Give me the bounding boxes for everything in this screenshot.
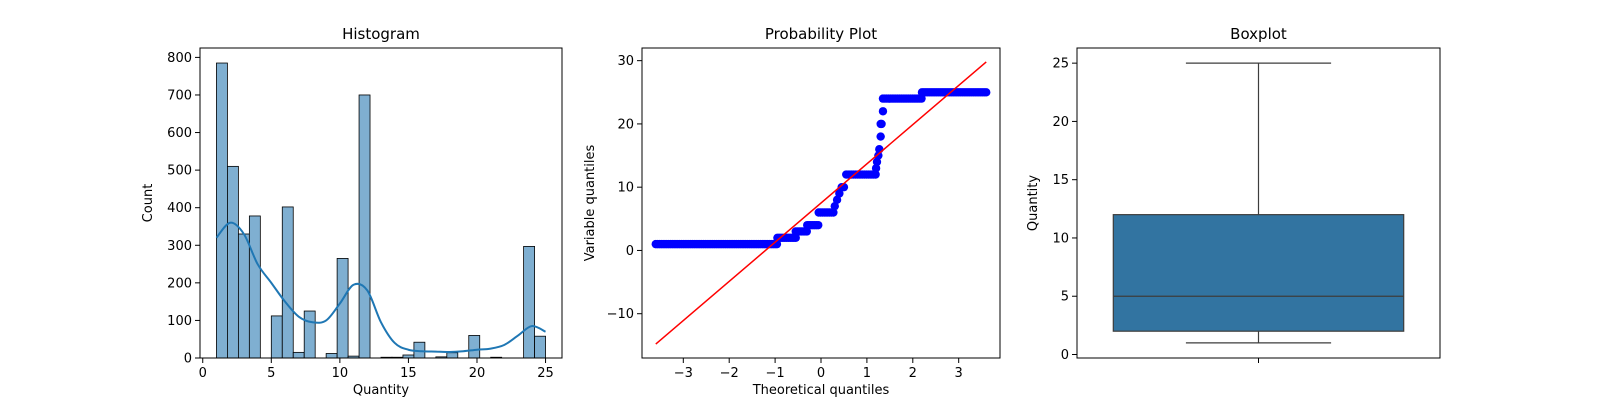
histogram-y-ticks: 0 100 200 300 400 500 600 700 800 [167,51,200,367]
x-tick-label: −1 [766,366,785,381]
boxplot-box-group [1112,62,1405,344]
y-tick-label: −10 [607,307,634,322]
probability-x-label: Theoretical quantiles [752,383,890,398]
histogram-bar [227,165,239,359]
x-tick-label: 10 [332,366,349,381]
kde-curve [215,221,546,353]
probability-point [876,119,885,129]
probability-y-ticks: −10 0 10 20 30 [607,54,642,322]
x-tick-label: 5 [267,366,275,381]
x-tick-label: 20 [469,366,486,381]
y-tick-label: 5 [1061,290,1069,305]
fit-line [655,61,987,345]
histogram-panel: 0 5 10 15 20 25 0 100 200 300 400 500 600 700 800 His… [141,25,563,398]
histogram-bar [216,62,228,359]
probability-point [802,227,811,236]
probability-point [832,195,842,205]
y-tick-label: 800 [167,51,192,66]
x-tick-label: 25 [537,366,554,381]
y-tick-label: 500 [167,164,192,179]
y-tick-label: 100 [167,314,192,329]
probability-point [835,189,844,198]
y-tick-label: 20 [1052,115,1069,130]
probability-point [871,170,880,179]
probability-point [917,94,926,103]
histogram-bar [325,353,338,359]
histogram-bar [523,245,535,359]
probability-y-label: Variable quantiles [583,144,598,261]
x-tick-label: 2 [909,366,917,381]
probability-point [876,132,885,141]
histogram-bar [446,352,459,359]
probability-point [829,208,838,217]
probability-x-ticks: −3 −2 −1 0 1 2 3 [674,358,963,381]
histogram-bar [534,335,546,359]
x-tick-label: 0 [817,366,825,381]
histogram-bar [303,310,316,359]
probability-point [874,151,883,160]
y-tick-label: 400 [167,201,192,216]
probability-point [875,145,884,154]
probability-point [878,107,888,116]
x-tick-label: −3 [674,366,693,381]
iqr-box [1112,214,1405,332]
histogram-bar [248,215,261,359]
y-tick-label: 10 [1052,231,1069,246]
histogram-bar [270,315,283,359]
probability-point [830,201,839,211]
probability-point [982,88,991,97]
probability-point [791,233,800,242]
y-tick-label: 700 [167,88,192,103]
x-tick-label: −2 [720,366,739,381]
histogram-y-label: Count [141,184,156,223]
y-tick-label: 0 [626,244,634,259]
probability-points [651,88,991,249]
histogram-x-label: Quantity [353,383,409,398]
y-tick-label: 15 [1052,173,1069,188]
histogram-title: Histogram [342,25,420,43]
probability-point [872,157,882,167]
histogram-x-ticks: 0 5 10 15 20 25 [199,358,554,381]
histogram-bar [237,233,250,359]
y-tick-label: 0 [184,352,192,367]
histogram-bars [216,62,546,359]
y-tick-label: 25 [1052,57,1069,72]
probability-point [814,220,823,230]
probability-title: Probability Plot [765,25,877,43]
x-tick-label: 1 [863,366,871,381]
y-tick-label: 600 [167,126,192,141]
y-tick-label: 300 [167,239,192,254]
boxplot-title: Boxplot [1230,25,1287,43]
histogram-frame [199,47,563,359]
histogram-bar [468,335,481,359]
histogram-bar [358,94,371,359]
y-tick-label: 200 [167,276,192,291]
probability-point [871,164,881,173]
y-tick-label: 0 [1061,348,1069,363]
histogram-bar [336,258,349,359]
y-tick-label: 10 [617,181,634,196]
x-tick-label: 15 [400,366,417,381]
boxplot-panel: 0 5 10 15 20 25 Boxplot Quantity [1026,25,1441,363]
y-tick-label: 30 [617,54,634,69]
x-tick-label: 0 [199,366,207,381]
x-tick-label: 3 [955,366,963,381]
histogram-bar [292,351,305,359]
y-tick-label: 20 [617,117,634,132]
boxplot-y-label: Quantity [1026,175,1041,231]
boxplot-y-ticks: 0 5 10 15 20 25 [1052,57,1077,363]
histogram-bar [281,206,294,359]
